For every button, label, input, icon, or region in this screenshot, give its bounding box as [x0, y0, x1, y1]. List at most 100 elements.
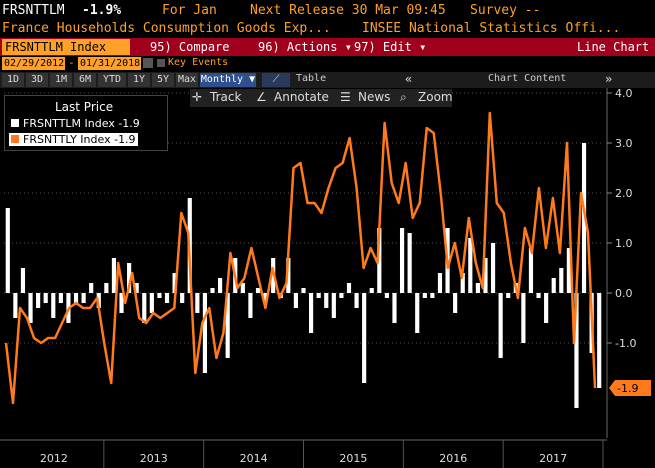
edit-menu[interactable]: 97) Edit ▾ — [354, 39, 426, 55]
data-bar — [36, 293, 41, 308]
chart-style-icon[interactable]: ⟋ — [262, 73, 290, 87]
actions-dropdown-icon: ▾ — [344, 40, 352, 54]
chart-content-button[interactable]: Chart Content — [488, 73, 567, 84]
data-bar — [377, 228, 382, 293]
track-button[interactable]: Track — [210, 90, 242, 104]
news-icon[interactable]: ☰ — [340, 90, 351, 104]
x-tick-label: 2017 — [539, 452, 567, 465]
data-bar — [58, 293, 63, 303]
range-toolbar: 1D 3D 1M 6M YTD 1Y 5Y Max Monthly ▼ ⟋ Ta… — [0, 72, 655, 88]
actions-menu[interactable]: 96) Actions ▾ — [258, 39, 352, 55]
legend-swatch-orange — [11, 135, 19, 143]
data-bar — [89, 283, 94, 293]
x-tick-label: 2014 — [240, 452, 268, 465]
range-6m-button[interactable]: 6M — [74, 73, 96, 87]
calendar-icon[interactable] — [143, 58, 153, 68]
data-bar — [362, 293, 367, 383]
data-bar — [225, 293, 230, 358]
data-bar — [293, 293, 299, 308]
data-bar — [559, 268, 564, 293]
frequency-dropdown[interactable]: Monthly ▼ — [200, 73, 256, 87]
data-bar — [127, 263, 132, 293]
data-bar — [490, 243, 496, 293]
range-max-button[interactable]: Max — [176, 73, 198, 87]
compare-label: Compare — [178, 40, 230, 54]
range-1d-button[interactable]: 1D — [2, 73, 24, 87]
data-bar — [566, 248, 571, 293]
x-tick-label: 2015 — [339, 452, 367, 465]
survey-label: Survey -- — [470, 3, 541, 18]
data-bar — [51, 293, 56, 318]
legend-title: Last Price — [55, 100, 114, 114]
actions-number: 96) — [258, 40, 280, 54]
data-bar — [521, 293, 526, 343]
legend-swatch-white — [11, 119, 19, 127]
key-events-checkbox[interactable] — [157, 59, 165, 67]
security-field[interactable]: FRSNTTLM Index — [2, 39, 130, 55]
zoom-button[interactable]: Zoom — [418, 90, 453, 104]
collapse-left-icon[interactable]: « — [405, 72, 413, 86]
data-bar — [430, 293, 435, 298]
period-label: For Jan — [162, 3, 217, 18]
annotate-button[interactable]: Annotate — [274, 90, 329, 104]
chart-legend: Last Price FRSNTTLM Index -1.9 FRSNTTLY … — [4, 95, 168, 151]
actions-label: Actions — [286, 40, 338, 54]
x-tick-label: 2013 — [140, 452, 168, 465]
y-tick-label: 0.0 — [615, 287, 633, 300]
last-value-label: -1.9 — [617, 382, 638, 395]
data-bar — [301, 288, 306, 293]
range-1y-button[interactable]: 1Y — [128, 73, 150, 87]
data-bar — [218, 278, 223, 293]
end-date-input[interactable]: 01/31/2018 — [78, 57, 141, 70]
data-bar — [453, 293, 458, 313]
description-row: France Households Consumption Goods Exp.… — [0, 20, 655, 38]
start-date-input[interactable]: 02/29/2012 — [2, 57, 65, 70]
compare-menu[interactable]: 95) Compare — [150, 39, 230, 55]
track-icon[interactable]: ✛ — [192, 90, 203, 104]
key-events-label: Key Events — [168, 57, 229, 68]
menu-bar: FRSNTTLM Index 95) Compare 96) Actions ▾… — [0, 38, 655, 56]
chart-type-label[interactable]: Line Chart — [577, 40, 650, 54]
data-bar — [415, 293, 420, 333]
data-bar — [164, 293, 170, 303]
legend-series-2: FRSNTTLY Index -1.9 — [9, 133, 138, 146]
legend-series-1-value: -1.9 — [118, 117, 140, 130]
x-tick-label: 2016 — [439, 452, 467, 465]
data-bar — [437, 273, 443, 293]
range-5y-button[interactable]: 5Y — [152, 73, 174, 87]
data-bar — [308, 293, 314, 333]
data-bar — [20, 268, 26, 293]
data-bar — [506, 293, 511, 298]
data-bar — [468, 238, 473, 293]
chart-tools: ✛ Track ∠ Annotate ☰ News ⌕ Zoom — [190, 89, 453, 107]
expand-right-icon[interactable]: » — [605, 72, 613, 86]
y-tick-label: 1.0 — [615, 237, 633, 250]
table-button[interactable]: Table — [296, 73, 327, 84]
edit-number: 97) — [354, 40, 376, 54]
news-button[interactable]: News — [358, 90, 391, 104]
annotate-icon[interactable]: ∠ — [256, 90, 267, 104]
data-bar — [483, 258, 488, 293]
data-bar — [407, 233, 412, 293]
edit-dropdown-icon: ▾ — [419, 40, 427, 54]
data-bar — [142, 293, 147, 323]
zoom-icon[interactable]: ⌕ — [400, 90, 407, 104]
range-3d-button[interactable]: 3D — [26, 73, 48, 87]
data-bar — [324, 293, 329, 308]
data-bar — [149, 293, 154, 313]
range-ytd-button[interactable]: YTD — [98, 73, 126, 87]
range-1m-button[interactable]: 1M — [50, 73, 72, 87]
source-label: INSEE National Statistics Offi... — [362, 21, 621, 36]
data-bar — [13, 293, 18, 318]
data-bar — [354, 293, 359, 308]
data-bar — [119, 293, 124, 313]
series-line — [4, 111, 597, 405]
data-bar — [248, 293, 253, 318]
data-bar — [460, 273, 465, 293]
data-bar — [581, 143, 587, 293]
data-bar — [81, 293, 86, 303]
y-tick-label: 4.0 — [615, 88, 633, 100]
chart-area[interactable]: 4.0 3.0 2.0 1.0 0.0 -1.0 -1.9 2012 2013 2014 2015 2… — [0, 88, 655, 468]
data-bar — [202, 293, 208, 373]
legend-series-2-name: FRSNTTLY Index — [23, 133, 111, 146]
